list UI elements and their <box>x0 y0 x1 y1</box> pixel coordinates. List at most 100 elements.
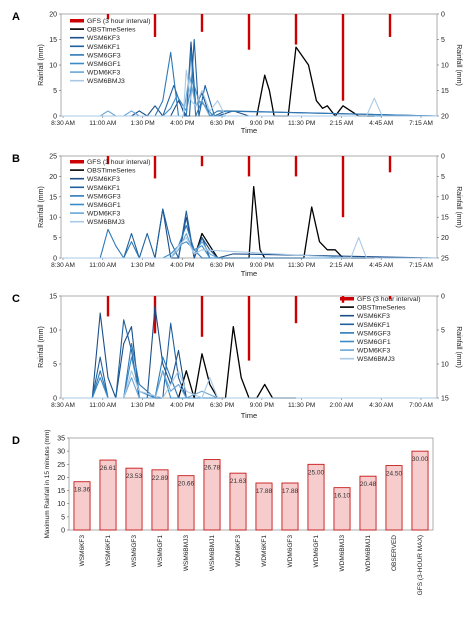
series-line-obs <box>256 46 375 117</box>
y-tick-label: 10 <box>57 501 65 508</box>
y-tick-label: 25 <box>57 462 65 469</box>
series-line-wsm6kf1 <box>61 319 437 399</box>
x-tick-label: 1:30 PM <box>130 262 154 269</box>
series-line-wsm6gf1 <box>61 79 437 117</box>
series-line-wsm6gf1 <box>61 241 437 259</box>
panel-b: B 0 5 10 15 20 25 0 5 10 15 20 25 8:30 AM 11:00 AM 1:30… <box>12 153 462 278</box>
bar <box>203 459 221 531</box>
legend-label: WSM6BMJ3 <box>87 219 125 226</box>
legend-label: GFS (3 hour interval) <box>357 296 420 303</box>
bar <box>99 459 117 531</box>
x-tick-label: 11:00 AM <box>89 262 116 269</box>
x-tick-label: 4:00 PM <box>170 120 194 127</box>
y2-tick-label: 20 <box>441 235 449 242</box>
legend-label: GFS (3 hour interval) <box>87 18 150 25</box>
legend-swatch <box>340 297 354 301</box>
bar-value-label: 30.00 <box>412 456 429 463</box>
bar <box>177 475 195 531</box>
gfs-bar <box>247 296 251 361</box>
x-tick-label: 11:30 PM <box>288 120 315 127</box>
panel-letter: A <box>12 11 20 23</box>
gfs-bar <box>247 156 251 177</box>
series-line-obs <box>193 185 375 259</box>
x-tick-label: 9:00 PM <box>250 262 274 269</box>
x-category-label: WDM6KF1 <box>261 535 268 567</box>
bar <box>151 469 169 531</box>
x-category-label: WDM6BMJ1 <box>365 535 372 572</box>
x-tick-label: 6:30 PM <box>210 262 234 269</box>
y-axis-title: Rainfall (mm) <box>38 326 45 368</box>
y2-axis-title: Rainfall (mm) <box>455 44 462 86</box>
x-axis-title: Time <box>241 411 257 420</box>
x-category-label: WSM6BMJ1 <box>209 535 216 572</box>
y-tick-label: 0 <box>53 396 57 403</box>
legend-label: GFS (3 hour interval) <box>87 159 150 166</box>
y2-tick-label: 5 <box>441 328 445 335</box>
y2-tick-label: 15 <box>441 88 449 95</box>
gfs-bar <box>388 156 392 173</box>
x-tick-label: 4:00 PM <box>170 402 194 409</box>
x-tick-label: 2:15 AM <box>330 120 354 127</box>
legend-label: WSM6GF3 <box>357 330 391 337</box>
x-tick-label: 4:30 AM <box>369 402 393 409</box>
legend-label: WSM6KF1 <box>357 322 390 329</box>
bar-value-label: 26.78 <box>204 465 221 472</box>
y2-axis-title: Rainfall (mm) <box>455 326 462 368</box>
y-tick-label: 15 <box>49 37 57 44</box>
x-tick-label: 11:30 PM <box>288 402 315 409</box>
x-tick-label: 8:30 AM <box>51 402 75 409</box>
x-axis-title: Time <box>241 269 257 278</box>
gfs-bar <box>153 14 157 37</box>
legend-label: WSM6GF3 <box>87 193 121 200</box>
bar-value-label: 25.00 <box>308 469 325 476</box>
bar <box>385 465 403 531</box>
y2-tick-label: 0 <box>441 12 445 19</box>
x-tick-label: 1:30 PM <box>130 120 154 127</box>
x-tick-label: 7:15 AM <box>409 262 433 269</box>
x-tick-label: 4:45 AM <box>369 262 393 269</box>
bar <box>125 467 143 531</box>
legend-label: WSM6GF1 <box>357 339 391 346</box>
y-tick-label: 20 <box>57 475 65 482</box>
y-tick-label: 20 <box>49 12 57 19</box>
gfs-bar <box>341 156 345 218</box>
gfs-bar <box>106 14 110 20</box>
series-line-wsm6bmj3 <box>61 370 437 399</box>
legend-label: WSM6KF3 <box>87 35 120 42</box>
series-line-wsm6bmj3 <box>61 237 437 259</box>
gfs-bar <box>153 156 157 179</box>
x-category-label: GFS (3-HOUR MAX) <box>417 535 424 595</box>
bar-value-label: 16.10 <box>334 493 351 500</box>
x-tick-label: 4:45 AM <box>369 120 393 127</box>
y-tick-label: 5 <box>61 514 65 521</box>
y-tick-label: 10 <box>49 328 57 335</box>
x-tick-label: 9:00 PM <box>250 120 274 127</box>
x-tick-label: 11:00 AM <box>89 120 116 127</box>
y2-tick-label: 10 <box>441 194 449 201</box>
legend-label: OBSTimeSeries <box>87 27 136 34</box>
gfs-bar <box>294 156 298 177</box>
x-tick-label: 8:30 AM <box>51 262 75 269</box>
y2-tick-label: 15 <box>441 215 449 222</box>
x-category-label: WSM6KF1 <box>105 535 112 567</box>
bar <box>255 482 273 531</box>
x-tick-label: 1:30 PM <box>130 402 154 409</box>
y-tick-label: 15 <box>57 488 65 495</box>
series-line-wsm6kf1 <box>61 208 437 259</box>
legend-label: WSM6KF3 <box>357 313 390 320</box>
plot-area <box>68 437 434 531</box>
gfs-bar <box>247 14 251 50</box>
legend: GFS (3 hour interval)OBSTimeSeriesWSM6KF… <box>340 296 420 363</box>
bar-value-label: 24.50 <box>386 471 403 478</box>
bar <box>281 482 299 531</box>
y-axis-title: Rainfall (mm) <box>38 186 45 228</box>
y-axis-title: Maximum Rainfall in 15 minutes (mm) <box>44 429 51 538</box>
x-category-label: WDM6GF1 <box>313 535 320 568</box>
y-tick-label: 5 <box>53 88 57 95</box>
y2-tick-label: 20 <box>441 114 449 121</box>
y-tick-label: 0 <box>61 528 65 535</box>
x-axis-title: Time <box>241 126 257 135</box>
panel-letter: D <box>12 435 20 447</box>
panel-letter: B <box>12 153 20 165</box>
